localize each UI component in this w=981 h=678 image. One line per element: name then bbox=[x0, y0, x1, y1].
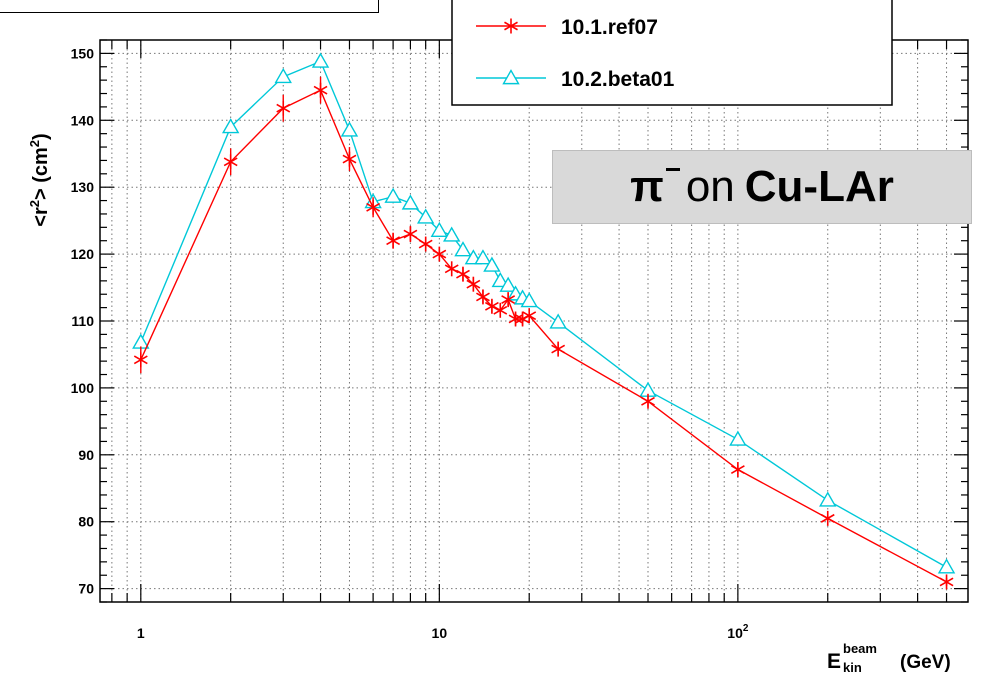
y-tick-label: 70 bbox=[78, 581, 94, 597]
star-marker bbox=[223, 154, 238, 170]
triangle-marker bbox=[454, 241, 472, 257]
triangle-marker bbox=[401, 194, 420, 210]
star-marker bbox=[276, 100, 291, 116]
star-marker bbox=[820, 510, 835, 526]
triangle-marker bbox=[384, 187, 402, 203]
star-marker bbox=[522, 308, 537, 324]
triangle-marker bbox=[430, 221, 449, 238]
series-layer bbox=[132, 52, 956, 590]
star-marker bbox=[342, 151, 357, 167]
y-tick-label: 140 bbox=[71, 112, 95, 128]
triangle-marker bbox=[274, 67, 292, 84]
top-left-pad-box bbox=[0, 0, 379, 13]
star-marker bbox=[493, 302, 508, 318]
y-axis-title: <r2> (cm2) bbox=[27, 133, 52, 226]
x-tick-label: 102 bbox=[727, 623, 749, 641]
triangle-marker bbox=[474, 249, 492, 265]
star-marker bbox=[939, 574, 954, 590]
y-tick-label: 130 bbox=[71, 179, 95, 195]
triangle-marker bbox=[520, 292, 538, 308]
series-beta01 bbox=[132, 52, 956, 574]
star-marker bbox=[641, 393, 655, 409]
star-marker bbox=[456, 266, 470, 282]
star-marker bbox=[366, 199, 381, 215]
triangle-marker bbox=[340, 121, 359, 137]
star-marker bbox=[551, 341, 566, 357]
legend-label: 10.2.beta01 bbox=[561, 68, 675, 91]
legend-label: 10.1.ref07 bbox=[561, 16, 658, 39]
y-tick-label: 90 bbox=[78, 447, 94, 463]
x-axis-title-sub: kin bbox=[843, 660, 862, 675]
triangle-marker bbox=[729, 430, 747, 446]
triangle-marker bbox=[311, 52, 330, 68]
x-tick-label: 1 bbox=[137, 625, 145, 641]
x-tick-label: 10 bbox=[432, 625, 448, 641]
star-marker bbox=[313, 82, 328, 98]
star-marker bbox=[504, 18, 518, 34]
star-marker bbox=[501, 292, 516, 308]
triangle-marker bbox=[499, 276, 517, 292]
star-marker bbox=[730, 462, 745, 478]
y-tick-label: 80 bbox=[78, 514, 94, 530]
annotation-target: Cu-LAr bbox=[744, 162, 894, 211]
star-marker bbox=[403, 226, 418, 242]
star-marker bbox=[386, 233, 401, 249]
legend-box bbox=[451, 0, 893, 106]
y-tick-label: 110 bbox=[71, 313, 94, 329]
star-marker bbox=[133, 352, 148, 368]
x-axis-title-base: E bbox=[827, 650, 841, 673]
annotation-particle: π bbox=[630, 162, 680, 211]
star-marker bbox=[476, 289, 490, 305]
star-marker bbox=[432, 246, 447, 262]
triangle-marker bbox=[483, 256, 501, 272]
triangle-marker bbox=[549, 313, 567, 329]
y-tick-label: 120 bbox=[71, 246, 95, 262]
legend: 10.1.ref07 10.2.beta01 bbox=[451, 0, 893, 106]
y-tick-label: 150 bbox=[71, 45, 95, 61]
x-axis-title: E beam kin (GeV) bbox=[827, 641, 951, 675]
triangle-marker bbox=[502, 69, 520, 85]
star-marker bbox=[418, 236, 433, 252]
series-ref07 bbox=[133, 76, 954, 590]
triangle-marker bbox=[819, 491, 837, 507]
triangle-marker bbox=[491, 271, 509, 288]
annotation-box: π on Cu-LAr bbox=[552, 150, 972, 224]
x-axis-title-sup: beam bbox=[843, 641, 877, 656]
triangle-marker bbox=[221, 118, 240, 134]
star-marker bbox=[466, 276, 481, 292]
y-tick-label: 100 bbox=[71, 380, 95, 396]
x-axis-title-unit: (GeV) bbox=[900, 652, 951, 673]
triangle-marker bbox=[937, 558, 956, 574]
star-marker bbox=[444, 261, 459, 277]
star-marker bbox=[508, 311, 523, 327]
triangle-marker bbox=[416, 208, 435, 224]
annotation-word: on bbox=[685, 162, 735, 211]
triangle-marker bbox=[442, 226, 461, 242]
